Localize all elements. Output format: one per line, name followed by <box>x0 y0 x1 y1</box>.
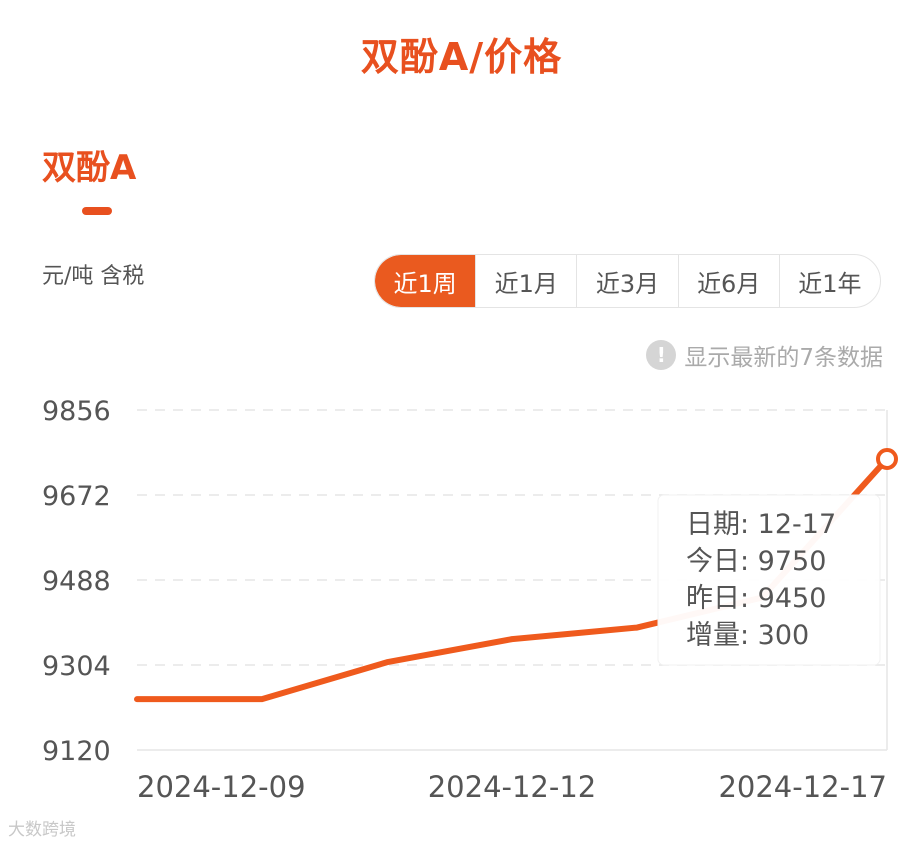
y-tick-label: 9672 <box>42 481 111 512</box>
latest-data-note: ! 显示最新的7条数据 <box>646 338 883 372</box>
info-icon: ! <box>646 340 677 370</box>
x-tick-label: 2024-12-12 <box>428 770 597 804</box>
latest-note-text: 显示最新的7条数据 <box>684 345 883 371</box>
range-tab-6m[interactable]: 近6月 <box>677 255 779 307</box>
page-title: 双酚A/价格 <box>360 35 563 79</box>
tooltip-yesterday: 昨日: 9450 <box>686 583 826 614</box>
x-tick-label: 2024-12-09 <box>137 770 306 804</box>
highlighted-point[interactable] <box>876 447 898 470</box>
range-tab-1m[interactable]: 近1月 <box>475 255 576 307</box>
x-tick-label: 2024-12-17 <box>718 770 887 804</box>
unit-label: 元/吨 含税 <box>42 264 145 289</box>
range-tab-1y[interactable]: 近1年 <box>778 255 880 307</box>
product-tab[interactable]: 双酚A <box>42 148 137 188</box>
range-selector: 近1周 近1月 近3月 近6月 近1年 <box>374 254 881 308</box>
watermark-logo: 大数跨境 <box>8 820 76 840</box>
y-tick-label: 9120 <box>42 736 111 767</box>
y-tick-label: 9488 <box>42 566 111 597</box>
tooltip-today: 今日: 9750 <box>686 546 826 577</box>
tooltip-change: 增量: 300 <box>686 620 809 651</box>
y-tick-label: 9304 <box>42 651 111 682</box>
tooltip-date: 日期: 12-17 <box>686 509 836 540</box>
y-tick-label: 9856 <box>42 396 111 427</box>
range-tab-1w[interactable]: 近1周 <box>375 255 476 307</box>
tab-active-indicator <box>82 207 112 215</box>
tooltip-box <box>657 494 881 666</box>
range-tab-3m[interactable]: 近3月 <box>576 255 677 307</box>
